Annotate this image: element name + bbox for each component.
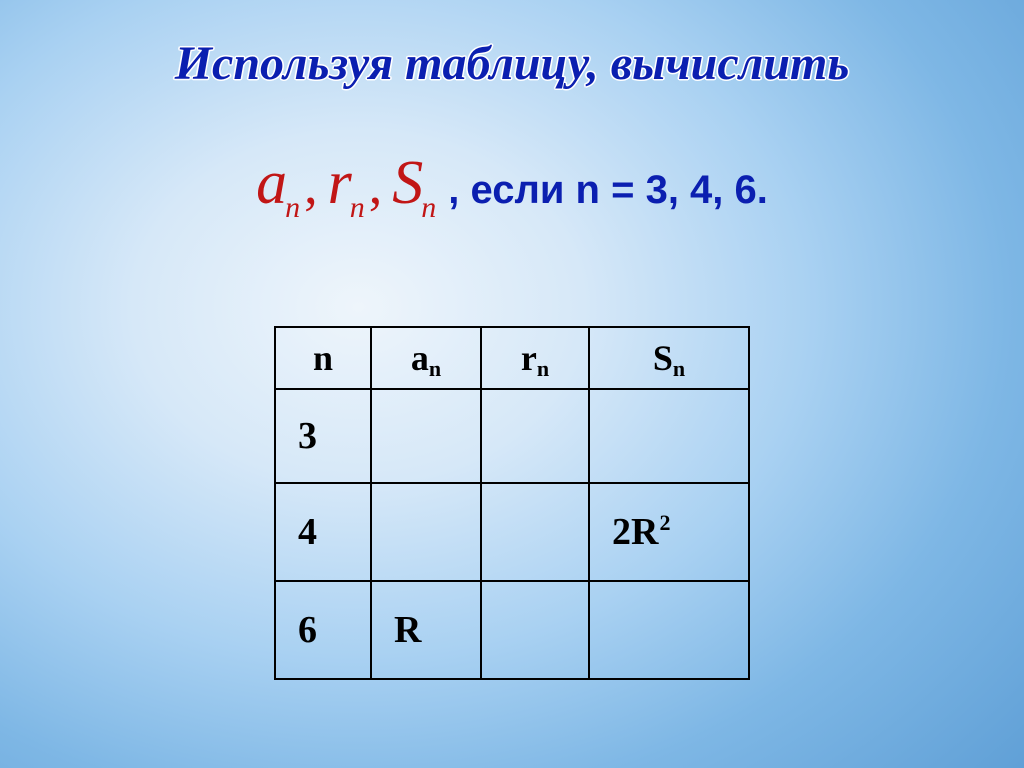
symbol-rn: rn — [328, 148, 367, 219]
cell-an — [371, 389, 481, 483]
cell-an — [371, 483, 481, 581]
cell-n: 3 — [275, 389, 371, 483]
cell-an: R — [371, 581, 481, 679]
cell-rn — [481, 581, 589, 679]
col-header-n: n — [275, 327, 371, 389]
comma-1: , — [304, 155, 318, 215]
table-row: 3 — [275, 389, 749, 483]
cell-Sn — [589, 581, 749, 679]
data-table: n an rn Sn 3 4 2R2 6 R — [274, 326, 750, 680]
table-row: 6 R — [275, 581, 749, 679]
cell-rn — [481, 483, 589, 581]
cell-Sn — [589, 389, 749, 483]
cell-n: 6 — [275, 581, 371, 679]
comma-2: , — [369, 155, 383, 215]
formula-line: an , rn , Sn , если n = 3, 4, 6. — [0, 148, 1024, 219]
symbol-Sn: Sn — [392, 148, 438, 219]
col-header-an: an — [371, 327, 481, 389]
condition-text: , если n = 3, 4, 6. — [448, 168, 768, 212]
col-header-Sn: Sn — [589, 327, 749, 389]
table-row: 4 2R2 — [275, 483, 749, 581]
data-table-wrap: n an rn Sn 3 4 2R2 6 R — [274, 326, 750, 680]
col-header-rn: rn — [481, 327, 589, 389]
symbol-an: an — [256, 148, 302, 219]
cell-Sn: 2R2 — [589, 483, 749, 581]
page-title: Используя таблицу, вычислить — [0, 36, 1024, 91]
cell-rn — [481, 389, 589, 483]
table-header-row: n an rn Sn — [275, 327, 749, 389]
cell-n: 4 — [275, 483, 371, 581]
